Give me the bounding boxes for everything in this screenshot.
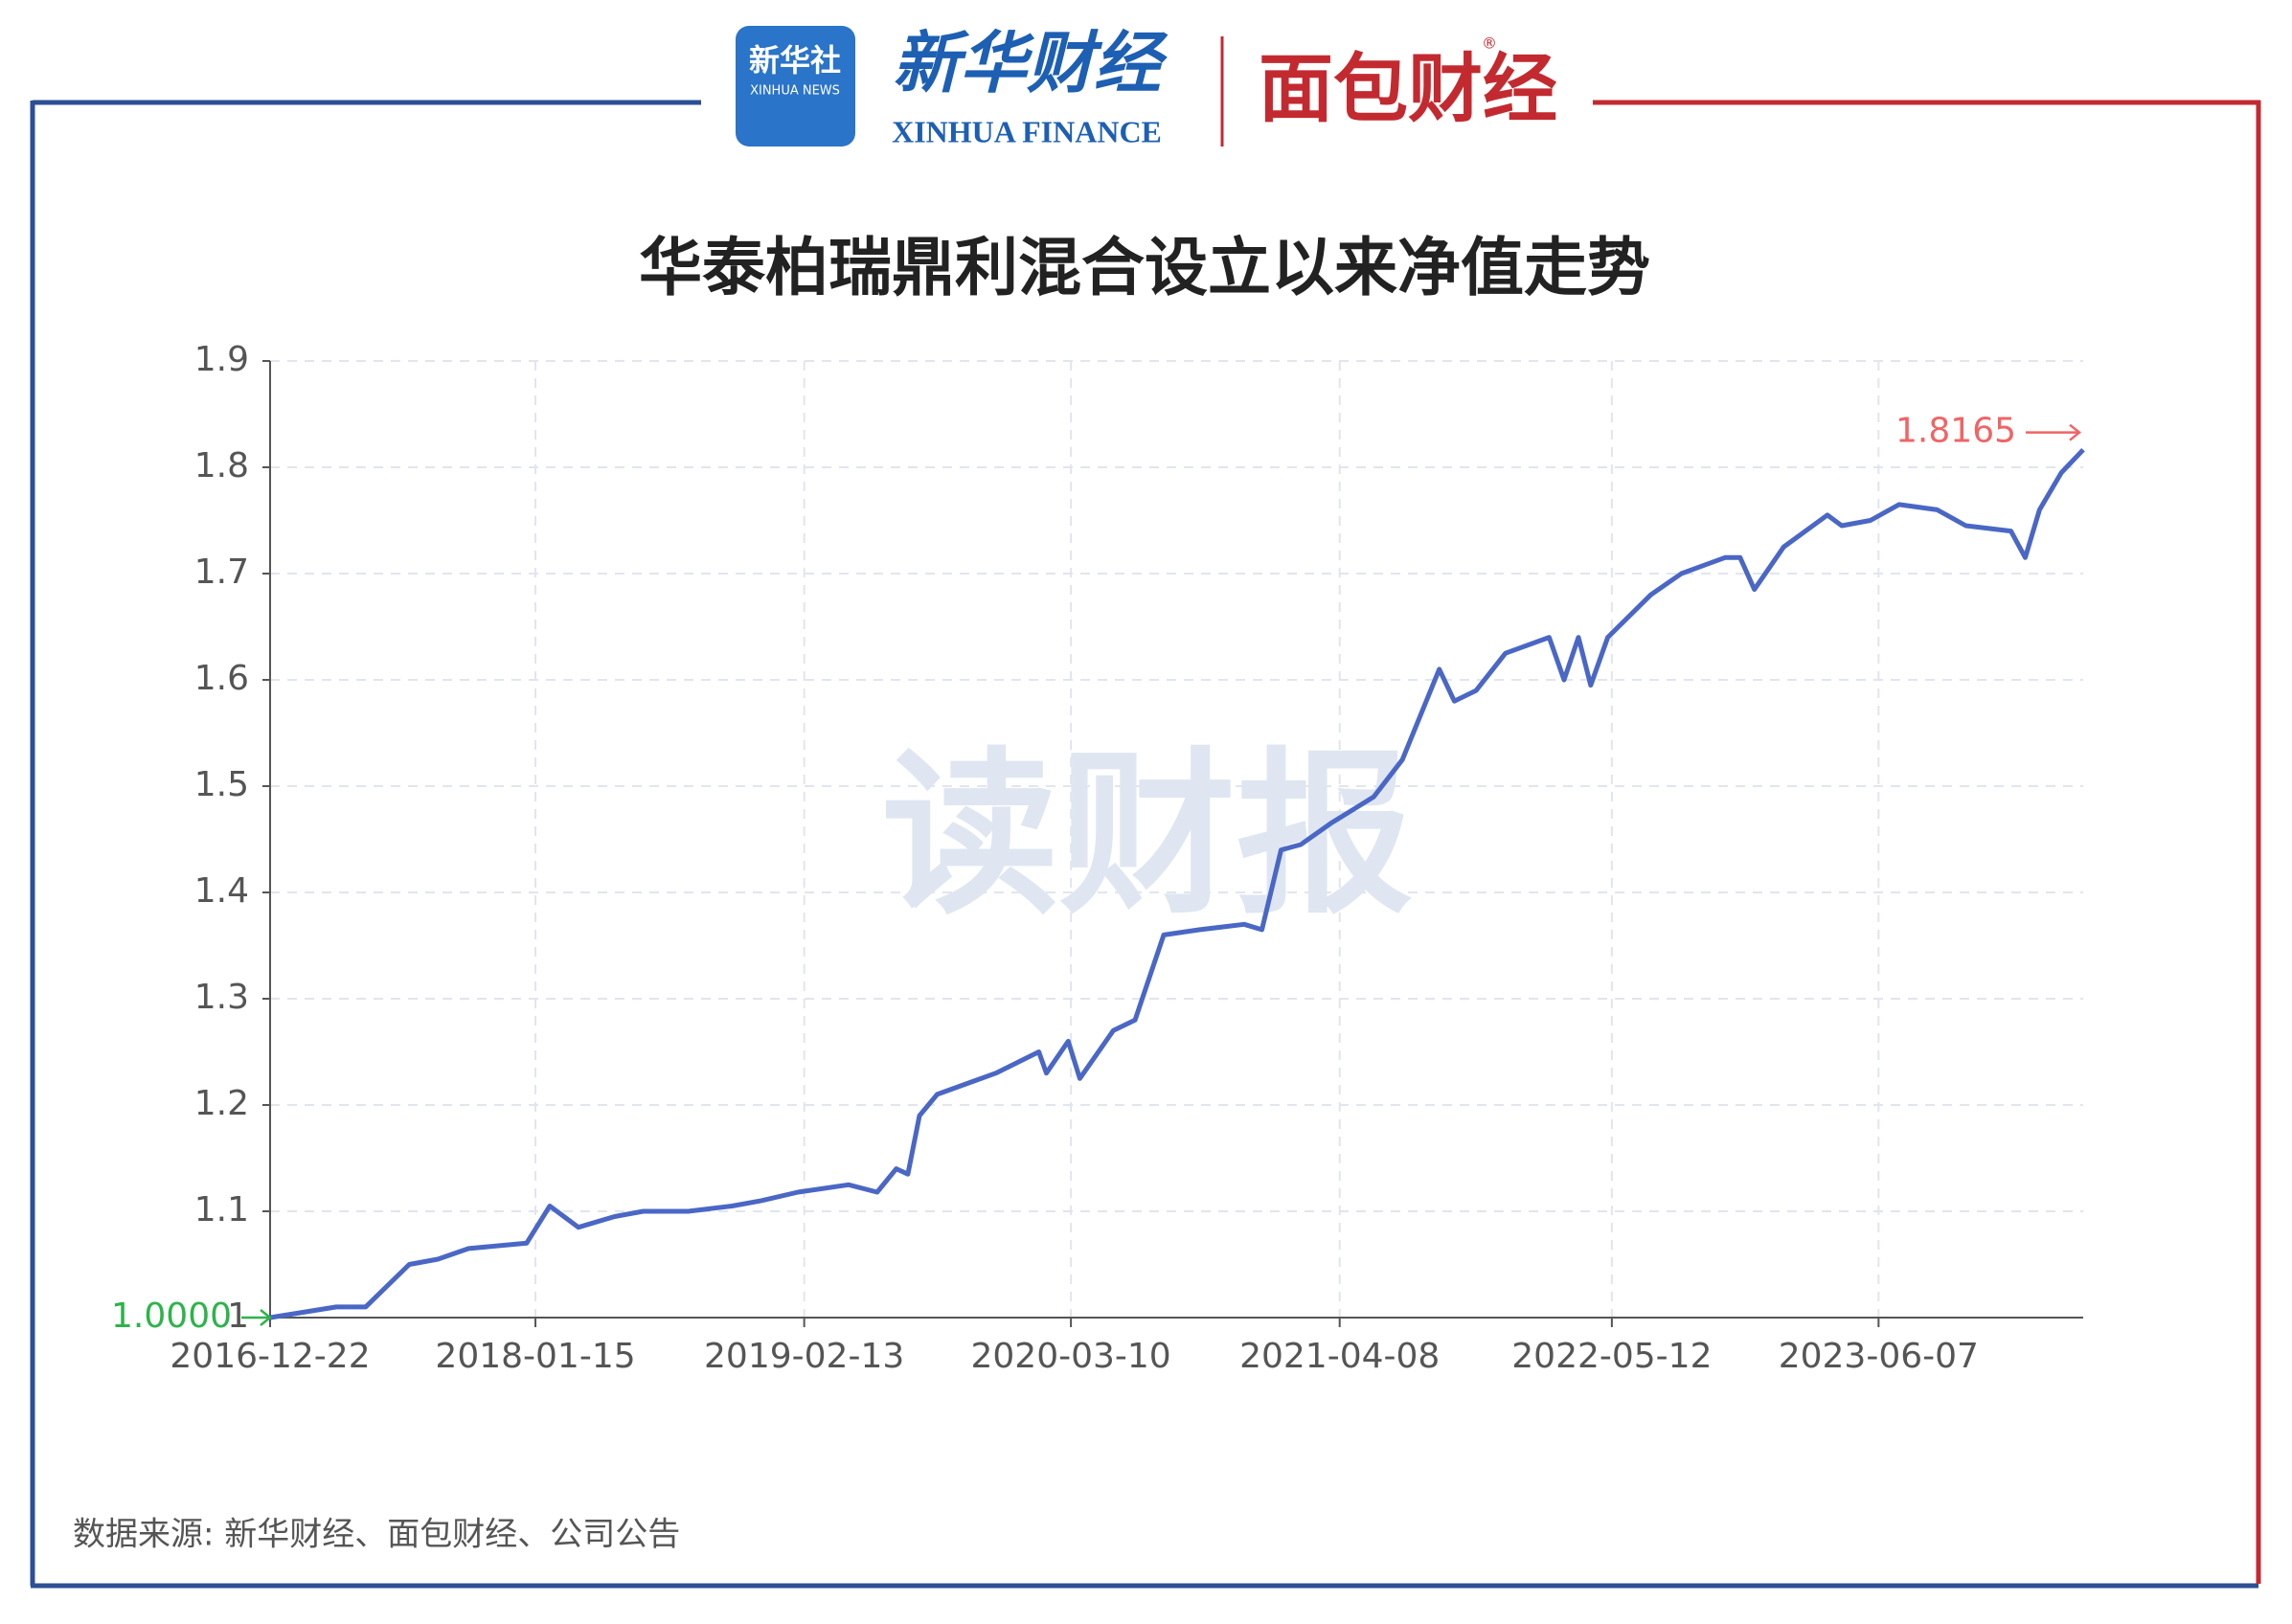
y-tick-label: 1.6 [194,659,249,698]
xinhua-logo-box [736,26,855,147]
x-tick-label: 2021-04-08 [1239,1337,1440,1376]
watermark: 读财报 [882,732,1414,938]
source-note: 数据来源: 新华财经、面包财经、公司公告 [73,1516,680,1554]
y-tick-label: 1.3 [194,978,249,1017]
bread-logo: 面包财经 [1259,46,1557,132]
y-tick-label: 1.7 [194,553,249,592]
x-tick-label: 2019-02-13 [704,1337,904,1376]
y-tick-label: 1 [227,1297,249,1336]
y-tick-label: 1.2 [194,1084,249,1123]
chart-title: 华泰柏瑞鼎利混合设立以来净值走势 [639,231,1650,304]
x-tick-label: 2016-12-22 [170,1337,370,1376]
x-tick-label: 2023-06-07 [1779,1337,1979,1376]
finance-logo-en: XINHUA FINANCE [892,114,1162,148]
y-tick-label: 1.1 [194,1190,249,1229]
xinhua-logo: 新华社 [749,42,841,79]
y-tick-label: 1.8 [194,446,249,485]
x-tick-label: 2018-01-15 [435,1337,635,1376]
y-tick-label: 1.4 [194,871,249,911]
annotation-label: 1.0000 [111,1297,232,1336]
annotation-label: 1.8165 [1895,412,2016,451]
registered-mark: ® [1482,34,1497,53]
y-tick-label: 1.5 [194,765,249,804]
annotation-arrow-head [2069,423,2082,441]
finance-logo: 新华财经 [893,23,1169,102]
x-tick-label: 2020-03-10 [971,1337,1171,1376]
data-line [269,447,2085,1320]
annotation-arrow-head [260,1309,273,1326]
x-tick-label: 2022-05-12 [1511,1337,1712,1376]
y-tick-label: 1.9 [194,340,249,379]
xinhua-logo-en: XINHUA NEWS [750,84,840,99]
